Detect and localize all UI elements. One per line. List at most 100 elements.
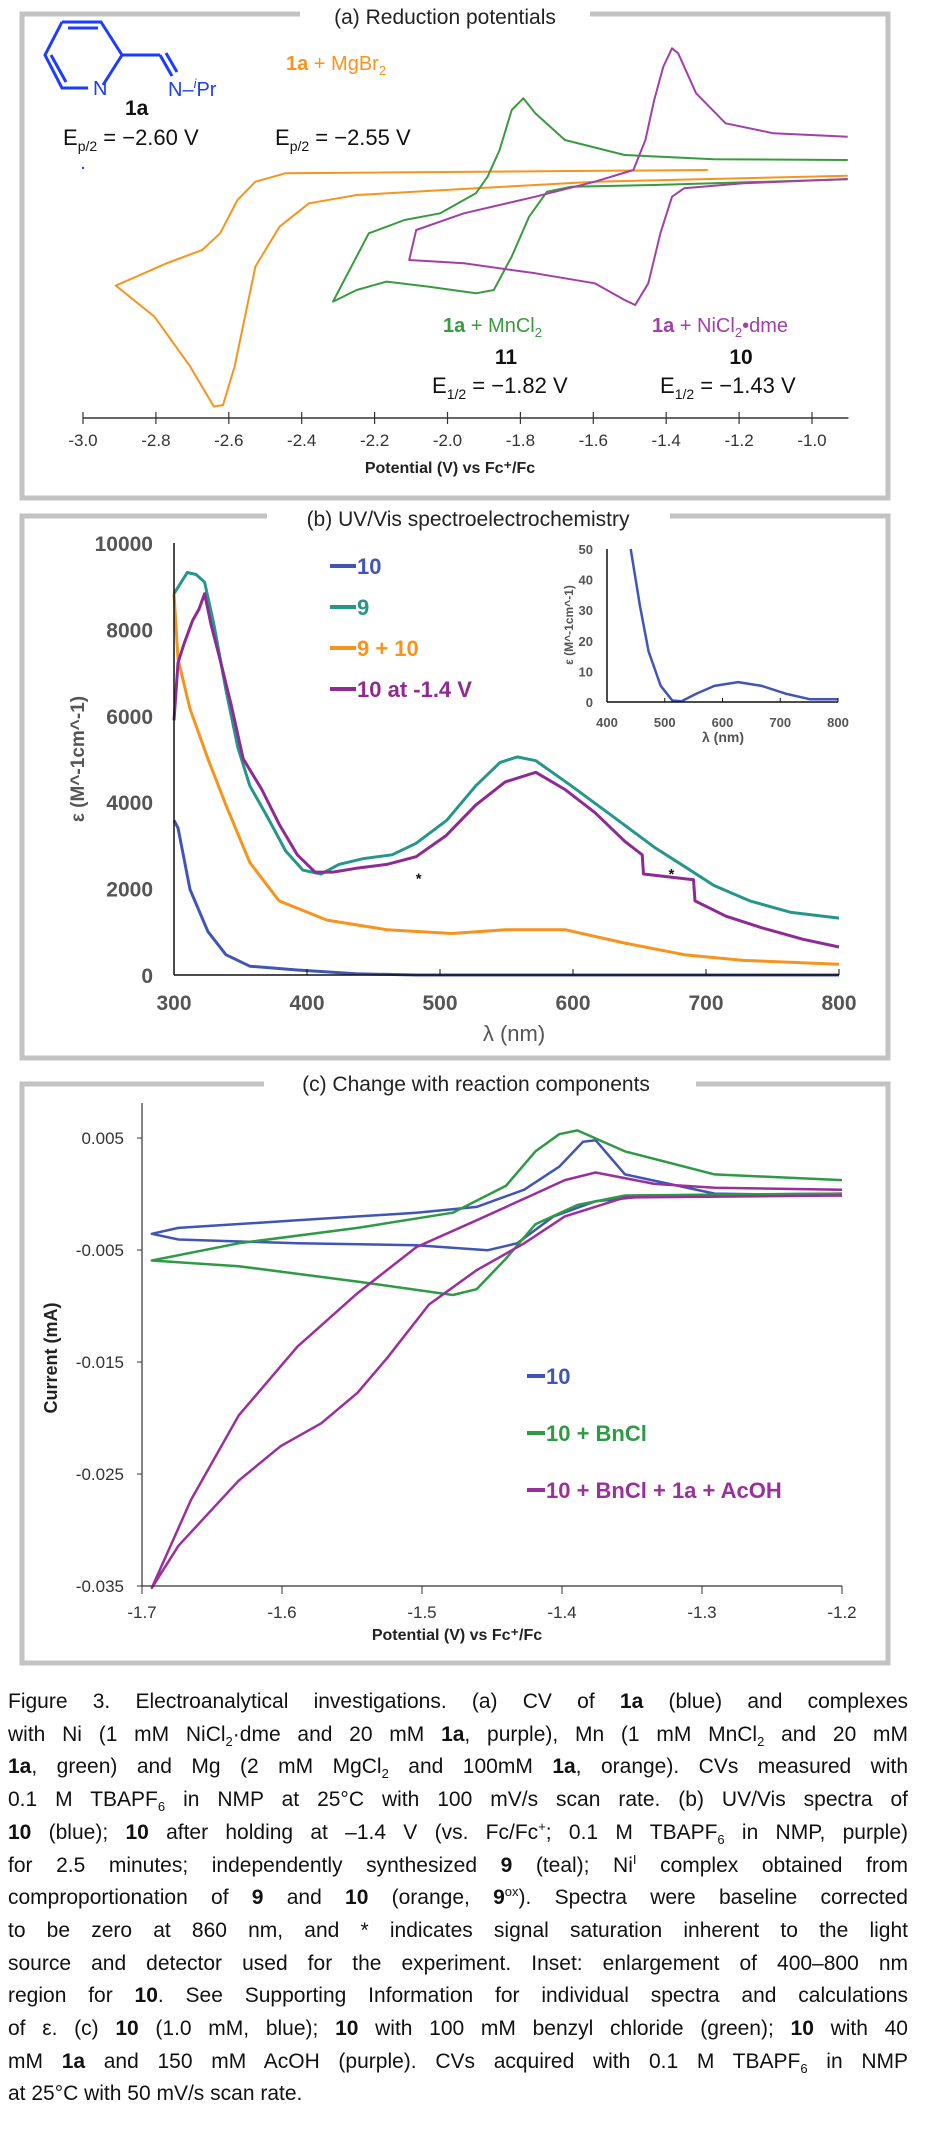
- inset-x-tick-label: 700: [769, 715, 791, 730]
- y-tick-label: 0.005: [81, 1129, 124, 1148]
- inset-y-axis-title: ε (M^-1cm^-1): [562, 585, 576, 665]
- caption-text: and 20 mM: [764, 1722, 909, 1746]
- inset-x-tick-label: 800: [827, 715, 849, 730]
- caption-text: , orange). CVs measured with: [575, 1755, 908, 1779]
- inset-y-tick-label: 0: [586, 695, 593, 710]
- ep-1a-label: Ep/2 = −2.60 V: [63, 125, 199, 154]
- caption-text: 0.1 M TBAPF: [8, 1788, 158, 1812]
- panel-c: (c) Change with reaction components 0.00…: [19, 1070, 891, 1666]
- caption-text: region for: [8, 1984, 135, 2008]
- panel-c-frame: [19, 1081, 891, 1666]
- figure-panels: (a) Reduction potentials N N–iPr 1a Ep/2…: [19, 6, 891, 1666]
- stray-dot: [81, 166, 85, 170]
- caption-line: to be zero at 860 nm, and * indicates si…: [8, 1915, 908, 1948]
- compound-11-label: 11: [495, 346, 518, 369]
- caption-text: 10: [115, 2017, 139, 2041]
- caption-text: in NMP, purple): [724, 1820, 908, 1844]
- caption-text: source and detector used for the experim…: [8, 1951, 908, 1975]
- mn-series-label: 1a + MnCl2: [443, 315, 542, 340]
- caption-text: and: [263, 1886, 346, 1910]
- panel-a-plot: -3.0 -2.8 -2.6 -2.4 -2.2 -2.0 -1.8 -1.6 -1.4 -1.2…: [68, 47, 849, 450]
- caption-text: 10: [335, 2017, 359, 2041]
- panel-b-legend: 10 9 9 + 10 10 at -1.4 V: [330, 554, 472, 702]
- inset-y-tick-label: 30: [579, 603, 593, 618]
- figure-caption: Figure 3. Electroanalytical investigatio…: [8, 1686, 908, 2111]
- x-tick-label: -1.7: [127, 1603, 156, 1622]
- panel-b-x-axis-title: λ (nm): [483, 1021, 545, 1046]
- inset-x-tick-label: 600: [712, 715, 734, 730]
- x-tick-label: -2.8: [141, 431, 170, 450]
- inset-x-axis-title: λ (nm): [702, 729, 744, 745]
- caption-text: (blue);: [31, 1820, 126, 1844]
- caption-text: 2: [381, 1766, 389, 1782]
- caption-line: for 2.5 minutes; independently synthesiz…: [8, 1850, 908, 1883]
- legend-label: 9 + 10: [357, 636, 419, 661]
- caption-text: with 100 mM benzyl chloride (green);: [358, 2017, 791, 2041]
- caption-text: with Ni (1 mM NiCl: [8, 1722, 226, 1746]
- caption-text: 2: [225, 1733, 233, 1749]
- caption-text: after holding at –1.4 V (vs. Fc/Fc: [148, 1820, 539, 1844]
- panel-b-y-axis-title: ε (M^-1cm^-1): [68, 696, 89, 822]
- x-tick-label: 600: [555, 992, 590, 1015]
- y-tick-label: 8000: [106, 619, 153, 642]
- caption-text: 10: [134, 1984, 158, 2008]
- y-tick-label: 10000: [95, 533, 153, 556]
- panel-c-plot: 0.005 -0.005 -0.015 -0.025 -0.035-1.7 -1.6 -1.…: [76, 1103, 857, 1622]
- panel-a-title: (a) Reduction potentials: [334, 6, 556, 29]
- caption-line: region for 10. See Supporting Informatio…: [8, 1980, 908, 2013]
- y-tick-label: 6000: [106, 706, 153, 729]
- caption-line: Figure 3. Electroanalytical investigatio…: [8, 1686, 908, 1719]
- inset-y-tick-label: 50: [579, 542, 593, 557]
- caption-text: 6: [157, 1799, 166, 1815]
- x-tick-label: -1.6: [579, 431, 608, 450]
- caption-text: 2: [757, 1733, 765, 1749]
- caption-text: (1.0 mM, blue);: [138, 2017, 336, 2041]
- x-tick-label: -1.6: [267, 1603, 296, 1622]
- caption-text: at 25°C with 50 mV/s scan rate.: [8, 2082, 303, 2106]
- caption-text: (blue) and complexes: [643, 1690, 908, 1713]
- caption-text: Figure 3. Electroanalytical investigatio…: [8, 1690, 620, 1713]
- x-tick-label: 400: [289, 992, 324, 1015]
- caption-text: ·dme and 20 mM: [232, 1722, 442, 1746]
- caption-line: with Ni (1 mM NiCl2·dme and 20 mM 1a, pu…: [8, 1719, 908, 1752]
- caption-text: in NMP: [807, 2049, 908, 2073]
- caption-text: in NMP at 25°C with 100 mV/s scan rate. …: [165, 1788, 908, 1812]
- panel-c-series-line-1: [150, 1129, 843, 1297]
- caption-text: mM: [8, 2049, 62, 2073]
- ep-mg-label: Ep/2 = −2.55 V: [275, 125, 411, 154]
- caption-text: 9: [493, 1886, 505, 1910]
- saturation-asterisk: *: [668, 866, 674, 883]
- y-tick-label: -0.025: [76, 1465, 124, 1484]
- caption-text: , green) and Mg (2 mM MgCl: [31, 1755, 382, 1779]
- caption-text: and 100mM: [388, 1755, 553, 1779]
- caption-text: 10: [125, 1820, 149, 1844]
- legend-label: 10 + BnCl + 1a + AcOH: [546, 1478, 782, 1503]
- caption-line: 1a, green) and Mg (2 mM MgCl2 and 100mM …: [8, 1751, 908, 1784]
- y-tick-label: 0: [141, 965, 153, 988]
- caption-text: 6: [717, 1832, 725, 1847]
- panel-b-inset: 0 10 20 30 40 50 400 500 600 700 800: [579, 542, 849, 730]
- imine-n-ipr-label: N–iPr: [168, 76, 217, 101]
- panel-c-y-axis-title: Current (mA): [41, 1302, 61, 1413]
- inset-y-tick-label: 10: [579, 664, 593, 679]
- x-tick-label: -1.2: [724, 431, 753, 450]
- inset-x-tick-label: 400: [596, 715, 618, 730]
- x-tick-label: 300: [156, 992, 191, 1015]
- x-tick-label: -1.5: [407, 1603, 436, 1622]
- compound-1a-label: 1a: [125, 97, 149, 120]
- y-tick-label: 2000: [106, 879, 153, 902]
- caption-text: ; 0.1 M TBAPF: [545, 1820, 718, 1844]
- caption-text: for 2.5 minutes; independently synthesiz…: [8, 1853, 501, 1877]
- panel-c-x-axis-title: Potential (V) vs Fc⁺/Fc: [372, 1627, 542, 1644]
- caption-text: (teal); Ni: [512, 1853, 633, 1877]
- caption-text: , purple), Mn (1 mM MnCl: [464, 1722, 758, 1746]
- panel-c-series-line-0: [150, 1138, 843, 1252]
- caption-line: 10 (blue); 10 after holding at –1.4 V (v…: [8, 1817, 908, 1850]
- x-tick-label: -2.4: [287, 431, 316, 450]
- caption-text: 6: [800, 2060, 808, 2076]
- caption-text: 1a: [552, 1755, 576, 1779]
- panel-b-series-line-3: [172, 592, 840, 949]
- caption-text: 1a: [619, 1690, 644, 1713]
- x-tick-label: -2.2: [360, 431, 389, 450]
